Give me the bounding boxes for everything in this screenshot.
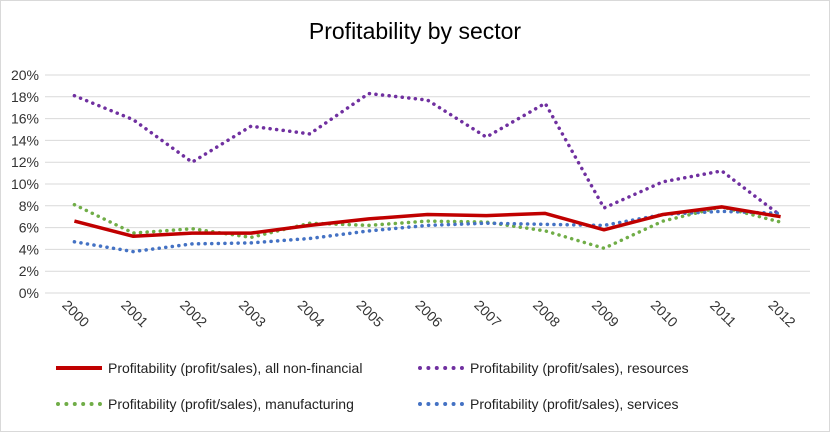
series-lines [72, 91, 783, 254]
series-line-3 [72, 209, 783, 254]
y-tick-label: 14% [11, 132, 39, 148]
y-tick-label: 20% [11, 67, 39, 83]
y-axis-labels: 0% 2% 4% 6% 8% 10% 12% 14% 16% 18% 20% [11, 67, 39, 301]
series-line-0 [73, 205, 781, 239]
x-tick-label: 2001 [118, 297, 151, 330]
x-tick-label: 2005 [354, 297, 387, 330]
x-tick-label: 2000 [59, 297, 92, 330]
legend-swatch [418, 402, 464, 406]
legend-swatch [418, 366, 464, 370]
legend-label: Profitability (profit/sales), manufactur… [108, 396, 354, 412]
x-tick-label: 2003 [236, 297, 269, 330]
gridlines [45, 74, 810, 294]
legend-label: Profitability (profit/sales), resources [470, 360, 689, 376]
y-tick-label: 4% [19, 241, 39, 257]
y-tick-label: 16% [11, 111, 39, 127]
x-tick-label: 2010 [648, 297, 681, 330]
legend-label: Profitability (profit/sales), services [470, 396, 679, 412]
y-tick-label: 2% [19, 263, 39, 279]
legend-item-manufacturing: Profitability (profit/sales), manufactur… [56, 396, 354, 412]
x-tick-label: 2007 [471, 297, 504, 330]
legend-swatch [56, 402, 102, 406]
y-tick-label: 10% [11, 176, 39, 192]
x-tick-label: 2008 [530, 297, 563, 330]
x-tick-label: 2012 [765, 297, 798, 330]
series-line-2 [72, 202, 783, 251]
legend-label: Profitability (profit/sales), all non-fi… [108, 360, 363, 376]
x-tick-label: 2002 [177, 297, 210, 330]
y-tick-label: 12% [11, 154, 39, 170]
legend-swatch [56, 366, 102, 370]
y-tick-label: 0% [19, 285, 39, 301]
x-axis-labels: 2000 2001 2002 2003 2004 2005 2006 2007 2008 2009… [59, 297, 799, 330]
chart-title: Profitability by sector [308, 18, 522, 44]
y-tick-label: 6% [19, 220, 39, 236]
legend-item-services: Profitability (profit/sales), services [418, 396, 679, 412]
x-tick-label: 2009 [589, 297, 622, 330]
x-tick-label: 2006 [412, 297, 445, 330]
x-tick-label: 2004 [295, 297, 328, 330]
y-tick-label: 18% [11, 89, 39, 105]
x-tick-label: 2011 [707, 297, 740, 330]
y-tick-label: 8% [19, 198, 39, 214]
legend-item-all-non-financial: Profitability (profit/sales), all non-fi… [56, 360, 362, 376]
legend-item-resources: Profitability (profit/sales), resources [418, 360, 689, 376]
series-line-1 [72, 91, 783, 218]
